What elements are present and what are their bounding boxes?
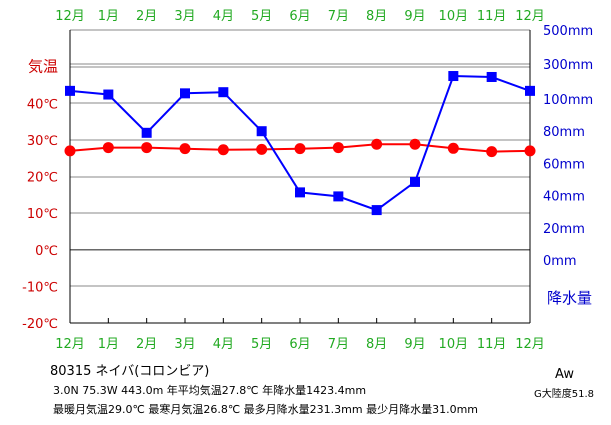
temperature-point [524,145,536,157]
temperature-tick-label: 20℃ [27,171,58,186]
chart-axes [69,30,531,324]
precipitation-point [65,85,75,96]
climate-note: G大陸度51.8 [534,389,595,400]
precipitation-point [448,71,459,82]
temperature-tick-label: 30℃ [27,134,58,149]
station-extremes: 最暖月気温29.0℃ 最寒月気温26.8℃ 最多月降水量231.3mm 最少月降… [53,403,479,416]
temperature-point [332,142,344,154]
precipitation-point [295,187,305,198]
month-label: 12月 [515,9,545,24]
precipitation-tick-label: 300mm [543,58,593,73]
temperature-tick-label: 0℃ [35,244,58,259]
month-label: 3月 [174,337,195,352]
temperature-point [294,143,306,155]
month-labels-top: 12月 1月 2月 3月 4月 5月 6月 7月 8月 9月 10月 11月 12月 [55,9,545,24]
month-label: 6月 [289,9,310,24]
month-label: 4月 [213,337,234,352]
temperature-point [447,142,459,154]
month-label: 12月 [515,337,545,352]
month-label: 11月 [477,337,507,352]
temperature-axis-label: 気温 [28,58,58,76]
month-label: 10月 [439,337,469,352]
month-label: 2月 [136,9,157,24]
precipitation-point [218,87,229,98]
temperature-point [64,145,76,157]
temperature-point [179,143,191,155]
precipitation-point [180,88,190,99]
station-coords: 3.0N 75.3W 443.0m 年平均気温27.8℃ 年降水量1423.4m… [53,384,367,397]
precipitation-tick-label: 40mm [543,190,585,205]
temperature-tick-label: 40℃ [27,97,58,112]
precipitation-axis-label: 降水量 [547,289,592,307]
station-id-name: 80315 ネイバ(コロンビア) [50,364,210,379]
month-label: 5月 [251,337,272,352]
month-labels-bottom: 12月 1月 2月 3月 4月 5月 6月 7月 8月 9月 10月 11月 12月 [55,337,545,352]
temperature-point [141,142,153,154]
temperature-point [409,138,421,150]
temperature-point [102,142,114,154]
temperature-tick-label: 10℃ [27,207,58,222]
precipitation-point [333,191,344,202]
climate-code: Aw [555,367,574,382]
month-label: 4月 [213,9,234,24]
month-label: 7月 [328,9,349,24]
month-label: 10月 [439,9,469,24]
temperature-point [371,138,383,150]
month-label: 9月 [404,9,425,24]
precipitation-point [103,89,114,100]
precipitation-point [141,127,152,138]
precipitation-tick-label: 500mm [543,24,593,39]
month-label: 2月 [136,337,157,352]
precipitation-point [256,126,267,137]
month-label: 3月 [174,9,195,24]
precipitation-series [65,71,535,216]
month-label: 11月 [477,9,507,24]
month-label: 1月 [98,9,119,24]
precipitation-tick-label: 100mm [543,93,593,108]
temperature-series [64,138,536,158]
month-label: 6月 [289,337,310,352]
temperature-tick-label: -20℃ [22,317,58,332]
month-label: 9月 [404,337,425,352]
month-label: 5月 [251,9,272,24]
grid-lines [70,29,530,287]
precipitation-tick-label: 60mm [543,157,585,172]
month-label: 12月 [55,9,85,24]
temperature-point [217,144,229,156]
month-label: 1月 [98,337,119,352]
month-label: 8月 [366,9,387,24]
precipitation-tick-labels: 500mm 300mm 100mm 80mm 60mm 40mm 20mm 0mm [543,24,593,269]
month-label: 7月 [328,337,349,352]
temperature-point [256,143,268,155]
month-label: 12月 [55,337,85,352]
temperature-tick-labels: 40℃ 30℃ 20℃ 10℃ 0℃ -10℃ -20℃ [22,97,58,332]
precipitation-tick-label: 80mm [543,125,585,140]
month-label: 8月 [366,337,387,352]
temperature-point [486,146,498,158]
temperature-tick-label: -10℃ [22,280,58,295]
precipitation-point [410,176,420,187]
precipitation-point [486,71,497,82]
precipitation-point [525,85,535,96]
precipitation-tick-label: 20mm [543,222,585,237]
precipitation-point [371,205,382,216]
precipitation-tick-label: 0mm [543,254,577,269]
